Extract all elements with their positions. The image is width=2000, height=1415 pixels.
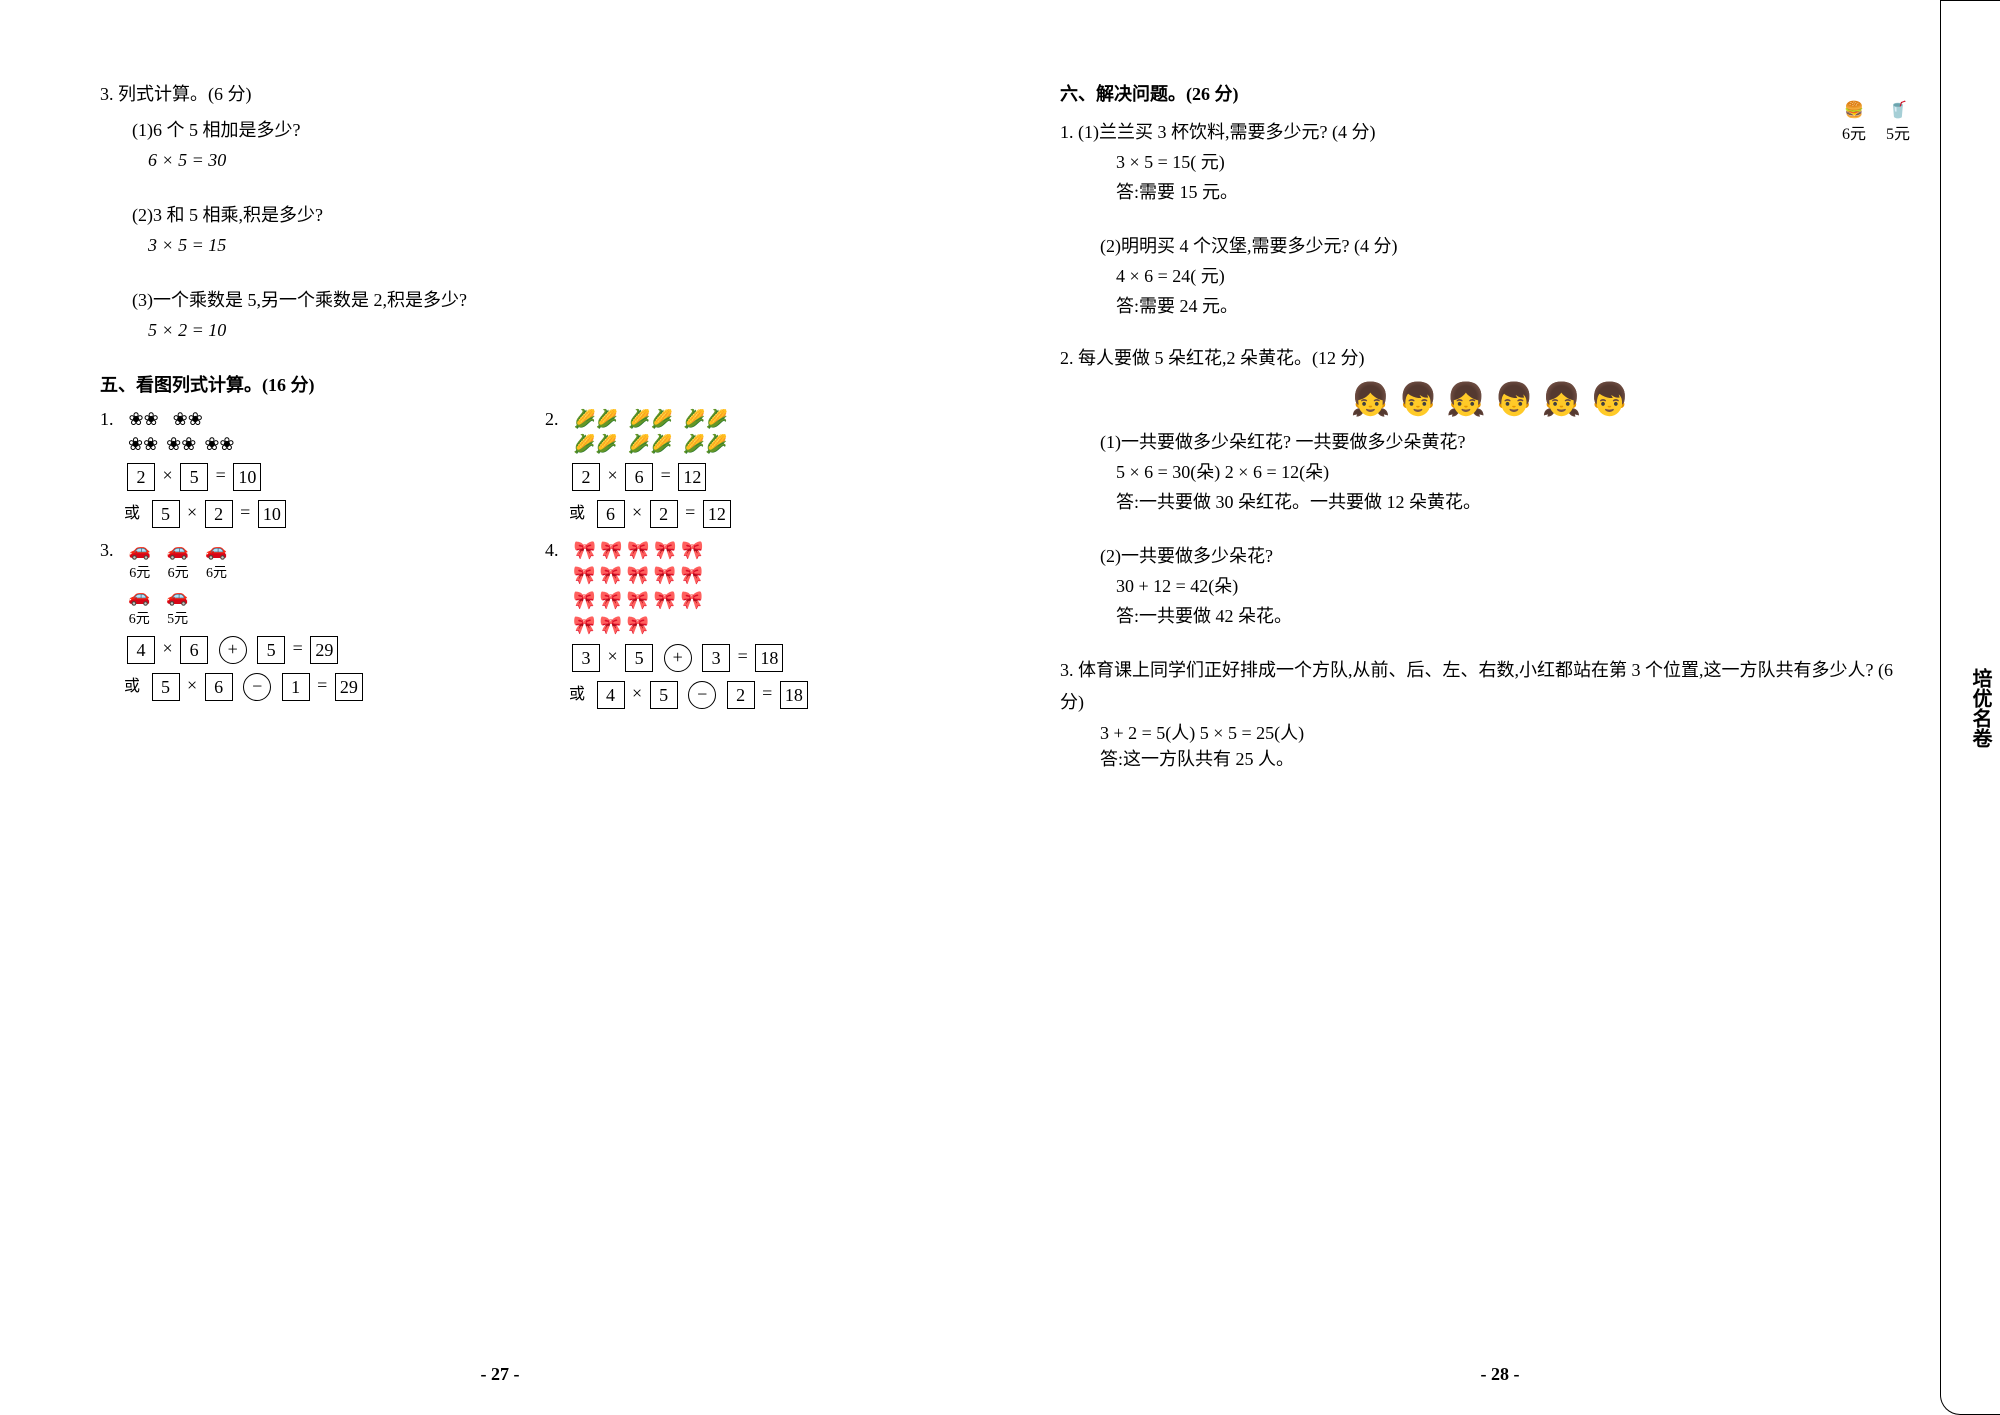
p3: 3. 体育课上同学们正好排成一个方队,从前、后、左、右数,小红都站在第 3 个位… xyxy=(1060,654,1920,771)
drink-icon: 🥤5元 xyxy=(1886,100,1910,144)
p2: 2. 每人要做 5 朵红花,2 朵黄花。(12 分) 👧 👦 👧 👦 👧 👦 (… xyxy=(1060,344,1920,628)
p2-ans1: 答:一共要做 30 朵红花。一共要做 12 朵黄花。 xyxy=(1116,488,1920,514)
prob3-eq2: 或 5 × 6 − 1 = 29 xyxy=(124,672,495,701)
corn-icon: 🌽🌽 xyxy=(683,434,728,455)
q3-2-a: 3 × 5 = 15 xyxy=(148,235,940,256)
tab-label: 培优名卷 xyxy=(1966,668,1995,748)
bow-icon: 🎀 🎀 🎀 xyxy=(573,615,649,636)
food-images: 🍔6元 🥤5元 xyxy=(1842,100,1910,144)
p3-ans: 答:这一方队共有 25 人。 xyxy=(1100,745,1920,771)
right-page: 六、解决问题。(26 分) 🍔6元 🥤5元 1. (1)兰兰买 3 杯饮料,需要… xyxy=(1000,0,2000,1415)
prob1-eq2: 或 5 × 2 = 10 xyxy=(124,499,495,528)
q3-title: 3. 列式计算。(6 分) xyxy=(100,80,940,106)
prob2-eq2: 或 6 × 2 = 12 xyxy=(569,499,940,528)
corn-icon: 🌽🌽 xyxy=(574,409,619,430)
flower-icon: ❀❀ xyxy=(128,434,158,455)
prob4-eq2: 或 4 × 5 − 2 = 18 xyxy=(569,680,940,709)
p2-a2: 30 + 12 = 42(朵) xyxy=(1116,572,1920,598)
p3-q: 3. 体育课上同学们正好排成一个方队,从前、后、左、右数,小红都站在第 3 个位… xyxy=(1060,654,1920,719)
prob2: 2. 🌽🌽 🌽🌽 🌽🌽 🌽🌽 🌽🌽 🌽🌽 2 xyxy=(545,409,940,528)
p1-ans2: 答:需要 24 元。 xyxy=(1116,292,1920,318)
prob1-num: 1. xyxy=(100,409,124,430)
section5-title: 五、看图列式计算。(16 分) xyxy=(100,371,940,397)
car-icon: 🚗5元 xyxy=(166,586,188,628)
p2-title: 2. 每人要做 5 朵红花,2 朵黄花。(12 分) xyxy=(1060,344,1920,370)
bow-icon: 🎀 🎀 🎀 🎀 🎀 xyxy=(573,565,703,586)
p1-a1: 3 × 5 = 15( 元) xyxy=(1116,148,1920,174)
bow-icon: 🎀 🎀 🎀 🎀 🎀 xyxy=(574,540,704,561)
car-icon: 🚗6元 xyxy=(205,540,227,582)
prob2-eq1: 2 × 6 = 12 xyxy=(569,463,940,491)
p1-q1: 1. (1)兰兰买 3 杯饮料,需要多少元? (4 分) xyxy=(1060,118,1920,144)
p2-q1: (1)一共要做多少朵红花? 一共要做多少朵黄花? xyxy=(1100,428,1920,454)
flower-icon: ❀❀ xyxy=(129,409,159,430)
corn-icon: 🌽🌽 xyxy=(683,409,728,430)
q3-3-a: 5 × 2 = 10 xyxy=(148,320,940,341)
q3-3-q: (3)一个乘数是 5,另一个乘数是 2,积是多少? xyxy=(132,286,940,312)
col-1-3: 1. ❀❀ ❀❀ ❀❀ ❀❀ ❀❀ 2 × 5 xyxy=(100,409,495,717)
car-icon: 🚗6元 xyxy=(129,540,151,582)
prob4-num: 4. xyxy=(545,540,569,561)
corn-icon: 🌽🌽 xyxy=(573,434,618,455)
col-2-4: 2. 🌽🌽 🌽🌽 🌽🌽 🌽🌽 🌽🌽 🌽🌽 2 xyxy=(545,409,940,717)
people-icons: 👧 👦 👧 👦 👧 👦 xyxy=(1060,380,1920,418)
page-num-right: - 28 - xyxy=(1481,1364,1520,1385)
prob2-num: 2. xyxy=(545,409,569,430)
q3-1-a: 6 × 5 = 30 xyxy=(148,150,940,171)
p1-ans1: 答:需要 15 元。 xyxy=(1116,178,1920,204)
prob3-num: 3. xyxy=(100,540,124,561)
flower-icon: ❀❀ xyxy=(166,434,196,455)
p1-q2: (2)明明买 4 个汉堡,需要多少元? (4 分) xyxy=(1100,232,1920,258)
q3-1-q: (1)6 个 5 相加是多少? xyxy=(132,116,940,142)
q3-2-q: (2)3 和 5 相乘,积是多少? xyxy=(132,201,940,227)
bow-icon: 🎀 🎀 🎀 🎀 🎀 xyxy=(573,590,703,611)
section6-title: 六、解决问题。(26 分) xyxy=(1060,80,1920,106)
p3-a: 3 + 2 = 5(人) 5 × 5 = 25(人) xyxy=(1100,719,1920,745)
prob1: 1. ❀❀ ❀❀ ❀❀ ❀❀ ❀❀ 2 × 5 xyxy=(100,409,495,528)
corn-icon: 🌽🌽 xyxy=(628,434,673,455)
prob3-eq1: 4 × 6 + 5 = 29 xyxy=(124,636,495,664)
corn-icon: 🌽🌽 xyxy=(628,409,673,430)
car-icon: 🚗6元 xyxy=(167,540,189,582)
p1-a2: 4 × 6 = 24( 元) xyxy=(1116,262,1920,288)
prob4: 4. 🎀 🎀 🎀 🎀 🎀 🎀 🎀 🎀 🎀 🎀 🎀 🎀 🎀 🎀 🎀 🎀 🎀 🎀 3… xyxy=(545,540,940,709)
prob4-eq1: 3 × 5 + 3 = 18 xyxy=(569,644,940,672)
flower-icon: ❀❀ xyxy=(173,409,203,430)
p1: 1. (1)兰兰买 3 杯饮料,需要多少元? (4 分) 3 × 5 = 15(… xyxy=(1060,118,1920,318)
flower-icon: ❀❀ xyxy=(204,434,234,455)
p2-q2: (2)一共要做多少朵花? xyxy=(1100,542,1920,568)
right-tab: 培优名卷 xyxy=(1940,0,2000,1415)
page-num-left: - 27 - xyxy=(481,1364,520,1385)
p2-a1: 5 × 6 = 30(朵) 2 × 6 = 12(朵) xyxy=(1116,458,1920,484)
p2-ans2: 答:一共要做 42 朵花。 xyxy=(1116,602,1920,628)
burger-icon: 🍔6元 xyxy=(1842,100,1866,144)
prob3: 3. 🚗6元 🚗6元 🚗6元 🚗6元 🚗5元 4 × xyxy=(100,540,495,701)
prob1-eq1: 2 × 5 = 10 xyxy=(124,463,495,491)
car-icon: 🚗6元 xyxy=(128,586,150,628)
left-page: 3. 列式计算。(6 分) (1)6 个 5 相加是多少? 6 × 5 = 30… xyxy=(0,0,1000,1415)
